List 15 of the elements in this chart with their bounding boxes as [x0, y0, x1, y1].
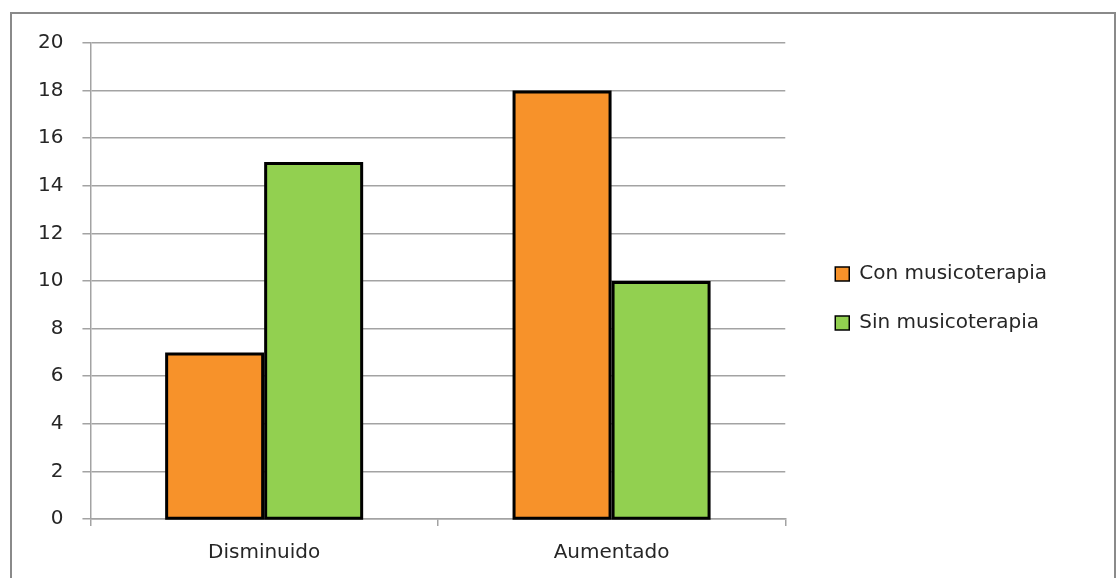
y-tick-label: 20 — [38, 29, 64, 54]
legend-label: Sin musicoterapia — [859, 309, 1040, 334]
y-tick-label: 6 — [50, 362, 64, 387]
y-tick-label: 0 — [50, 505, 64, 530]
y-tick-label: 16 — [38, 124, 64, 149]
y-tick-label: 12 — [38, 219, 64, 244]
y-tick-label: 2 — [50, 457, 64, 482]
y-tick-label: 8 — [50, 314, 64, 339]
y-tick-label: 14 — [38, 172, 64, 196]
y-tick-label: 10 — [38, 267, 64, 292]
y-tick-label: 18 — [38, 76, 64, 101]
legend-label: Con musicoterapia — [859, 260, 1047, 285]
x-tick-label: Disminuido — [208, 539, 321, 564]
x-tick-label: Aumentado — [553, 539, 670, 564]
y-tick-label: 4 — [50, 410, 64, 434]
